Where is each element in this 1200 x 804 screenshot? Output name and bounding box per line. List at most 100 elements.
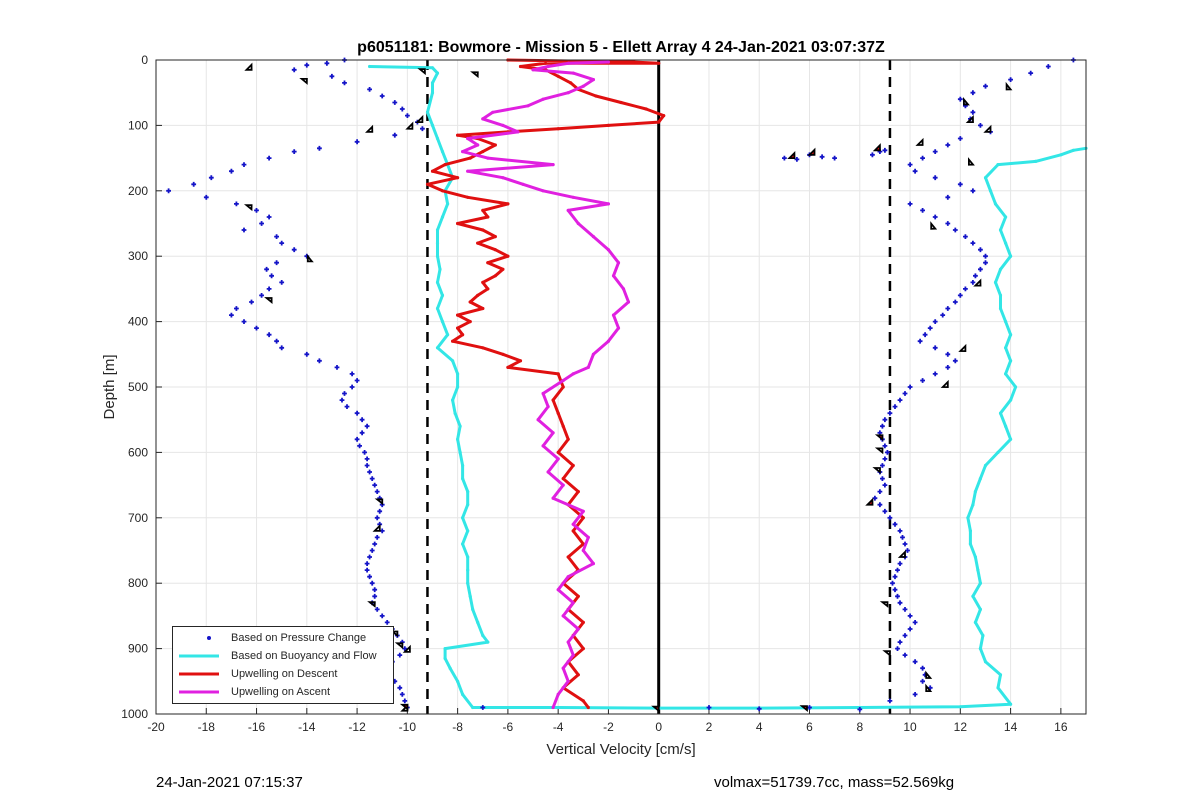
series-point — [591, 235, 596, 239]
series-point — [551, 496, 555, 500]
series-point — [466, 136, 470, 141]
series-point — [541, 391, 545, 396]
data-point — [367, 469, 372, 475]
data-point — [957, 293, 963, 298]
series-point — [561, 614, 565, 618]
data-point — [890, 580, 895, 586]
reference-lines — [426, 60, 892, 714]
series-point — [440, 320, 445, 324]
data-point — [882, 482, 888, 488]
series-point — [551, 163, 555, 167]
data-point — [349, 371, 355, 377]
series-point — [493, 274, 497, 278]
data-point — [399, 106, 405, 112]
x-tick-label: -18 — [198, 720, 216, 734]
series-point — [461, 463, 465, 468]
series-point — [594, 94, 598, 98]
series-point — [983, 176, 988, 180]
data-point — [902, 633, 908, 638]
data-point — [819, 154, 825, 160]
series-point — [435, 136, 440, 141]
series-point — [1009, 359, 1013, 363]
series-point — [978, 477, 983, 481]
series-point — [438, 267, 442, 271]
series-layer — [166, 57, 1088, 712]
series-point — [556, 457, 560, 461]
series-point — [451, 359, 455, 363]
series-point — [481, 633, 485, 638]
markers-layer — [243, 62, 1013, 713]
series-point — [501, 176, 505, 180]
series-point — [576, 221, 580, 226]
series-point — [451, 398, 455, 402]
y-tick-label: 0 — [141, 53, 148, 67]
data-point — [392, 100, 398, 105]
series-point — [456, 385, 460, 389]
series-point — [1004, 241, 1008, 245]
data-point — [794, 157, 800, 162]
data-point — [932, 319, 938, 324]
series-point — [476, 241, 480, 245]
series-point — [1009, 437, 1013, 441]
series-point — [611, 274, 616, 278]
data-point — [907, 201, 913, 207]
data-point — [342, 80, 347, 86]
series-point — [466, 490, 470, 494]
data-point — [402, 646, 408, 651]
legend-label: Upwelling on Descent — [231, 668, 338, 680]
series-point — [466, 568, 470, 572]
data-point — [885, 450, 890, 455]
data-point — [756, 706, 762, 712]
series-point — [571, 463, 575, 468]
data-point — [372, 593, 378, 599]
marker-triangle-down — [651, 705, 660, 713]
data-point — [978, 123, 983, 128]
series-point — [501, 352, 505, 356]
marker-triangle-up — [965, 114, 974, 123]
data-point — [907, 162, 913, 167]
footer-timestamp: 24-Jan-2021 07:15:37 — [156, 774, 303, 791]
series-point — [456, 326, 460, 330]
data-point — [329, 73, 335, 79]
series-point — [440, 150, 445, 154]
data-point — [357, 443, 362, 449]
legend-item-ascent: Upwelling on Ascent — [173, 684, 393, 700]
data-point — [359, 417, 365, 423]
x-tick-label: -20 — [147, 720, 165, 734]
data-point — [384, 620, 390, 625]
data-point — [706, 705, 712, 710]
data-point — [399, 692, 405, 697]
data-point — [892, 574, 898, 580]
series-point — [1009, 254, 1013, 258]
data-point — [362, 450, 367, 455]
data-point — [952, 227, 958, 233]
chart-title: p6051181: Bowmore - Mission 5 - Ellett A… — [357, 39, 885, 56]
data-point — [892, 587, 898, 593]
series-point — [506, 365, 510, 369]
series-point — [556, 450, 560, 454]
data-point — [208, 175, 214, 181]
data-point — [963, 234, 968, 239]
x-tick-label: -10 — [399, 720, 417, 734]
data-point — [279, 280, 285, 285]
data-point — [912, 620, 918, 625]
data-point — [291, 149, 297, 154]
series-point — [544, 61, 548, 65]
series-point — [571, 653, 575, 657]
marker-triangle-right — [925, 683, 933, 692]
series-point — [541, 189, 545, 193]
x-tick-label: 4 — [756, 720, 763, 734]
data-point — [872, 495, 878, 501]
series-point — [606, 123, 611, 127]
series-point — [486, 156, 490, 160]
x-tick-label: -8 — [452, 720, 463, 734]
series-point — [435, 241, 440, 245]
series-point — [536, 418, 540, 422]
legend-item-pressure: Based on Pressure Change — [173, 630, 393, 646]
data-point — [978, 247, 983, 253]
data-point — [880, 463, 885, 468]
data-point — [374, 515, 380, 521]
data-point — [945, 142, 951, 148]
x-tick-label: -4 — [553, 720, 564, 734]
data-point — [1008, 77, 1013, 82]
